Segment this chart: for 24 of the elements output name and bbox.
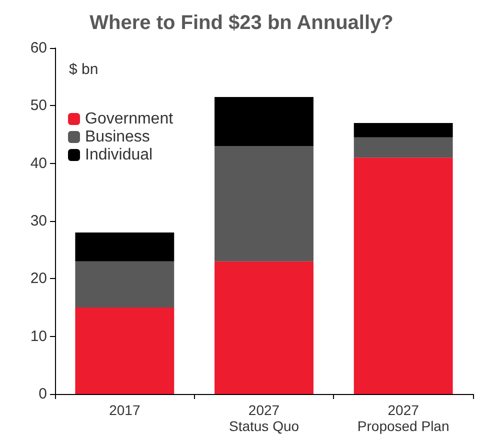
legend-label: Government	[85, 110, 174, 128]
y-tick-label: 10	[30, 328, 47, 345]
bar	[75, 232, 174, 262]
bar	[214, 97, 314, 146]
y-tick-label: 0	[38, 386, 47, 402]
legend-label: Individual	[85, 146, 153, 164]
legend-label: Business	[85, 128, 150, 146]
y-tick-label: 60	[30, 40, 47, 56]
y-tick-label: 30	[30, 212, 47, 230]
y-tick-label: 40	[30, 154, 47, 172]
bar	[75, 261, 174, 308]
x-tick-label: 2017	[109, 402, 140, 418]
y-axis-title: $ bn	[69, 61, 98, 78]
bar	[214, 146, 314, 262]
bar	[214, 261, 314, 394]
x-tick-label: 2027 Status Quo	[228, 402, 300, 434]
bar	[354, 158, 453, 394]
bar	[75, 308, 174, 394]
bar	[354, 122, 453, 138]
y-tick-label: 20	[30, 270, 47, 288]
x-tick-label: 2027 Proposed Plan	[357, 402, 450, 434]
bar	[354, 137, 453, 158]
chart-title: Where to Find $23 bn Annually?	[90, 12, 394, 34]
y-tick-label: 50	[30, 97, 47, 114]
